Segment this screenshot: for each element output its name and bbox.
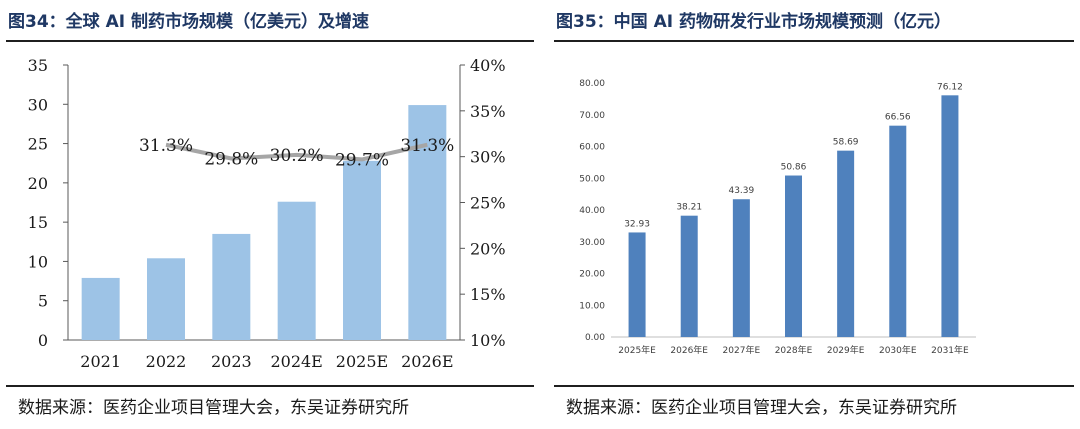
x-tick-label: 2029年E	[827, 344, 865, 356]
y-tick-label: 35	[28, 56, 48, 75]
y-tick-label: 50.00	[579, 174, 605, 184]
x-tick-label: 2023	[211, 352, 252, 371]
y2-tick-label: 30%	[470, 148, 506, 167]
y2-tick-label: 15%	[470, 285, 506, 304]
y-tick-label: 60.00	[579, 143, 605, 153]
growth-data-label: 29.8%	[204, 150, 258, 170]
y2-tick-label: 10%	[470, 331, 506, 350]
y-tick-label: 0.00	[585, 333, 605, 343]
y-tick-label: 70.00	[579, 111, 605, 121]
bar-data-label: 76.12	[937, 82, 963, 92]
bar	[343, 160, 381, 340]
bar	[408, 105, 447, 340]
bar	[277, 201, 316, 340]
y2-tick-label: 20%	[470, 239, 506, 258]
right-top-rule	[554, 40, 1074, 42]
x-tick-label: 2025E	[336, 352, 388, 371]
x-tick-label: 2027年E	[723, 344, 761, 356]
x-tick-label: 2030年E	[879, 344, 917, 356]
growth-data-label: 31.3%	[400, 136, 454, 156]
y-tick-label: 20.00	[579, 270, 605, 280]
y-tick-label: 30.00	[579, 238, 605, 248]
right-chart: 0.00 10.00 20.00 30.00 40.00 50.00 60.00 70.00 8…	[579, 79, 976, 356]
left-source-note: 数据来源：医药企业项目管理大会，东吴证券研究所	[18, 398, 409, 418]
bar-data-label: 43.39	[728, 186, 754, 196]
left-bottom-rule	[6, 385, 534, 387]
growth-line	[165, 142, 428, 162]
y2-tick-label: 40%	[470, 56, 506, 75]
right-figure-title: 图35：中国 AI 药物研发行业市场规模预测（亿元）	[556, 12, 951, 32]
y2-tick-label: 35%	[470, 102, 506, 121]
bar	[837, 150, 855, 337]
x-tick-label: 2026年E	[670, 344, 708, 356]
right-source-note: 数据来源：医药企业项目管理大会，东吴证券研究所	[566, 398, 957, 418]
x-tick-label: 2031年E	[931, 344, 969, 356]
growth-data-label: 29.7%	[335, 150, 389, 170]
x-tick-label: 2026E	[401, 352, 453, 371]
right-figure-panel: 图35：中国 AI 药物研发行业市场规模预测（亿元） 0.00 10.00 20.0…	[548, 0, 1080, 429]
y-tick-label: 20	[28, 174, 48, 193]
x-tick-label: 2022	[146, 352, 187, 371]
growth-data-label: 31.3%	[139, 136, 193, 156]
left-figure-title: 图34：全球 AI 制药市场规模（亿美元）及增速	[8, 12, 369, 32]
bar	[785, 175, 802, 337]
bar	[628, 232, 646, 337]
bar	[732, 199, 750, 337]
growth-data-label: 30.2%	[270, 146, 324, 166]
right-bottom-rule	[554, 385, 1074, 387]
bar	[680, 215, 698, 337]
x-tick-label: 2024E	[270, 352, 322, 371]
x-tick-label: 2025年E	[618, 344, 656, 356]
bar	[147, 258, 185, 340]
bar-data-label: 50.86	[781, 163, 807, 173]
x-tick-label: 2028年E	[775, 344, 813, 356]
y-tick-label: 15	[28, 213, 48, 232]
y-tick-label: 0	[38, 331, 48, 350]
left-top-rule	[6, 40, 534, 42]
y-tick-label: 5	[38, 292, 48, 311]
y-tick-label: 40.00	[579, 206, 605, 216]
y-tick-label: 30	[28, 95, 48, 114]
bar	[212, 233, 251, 340]
y-tick-label: 10	[28, 252, 48, 271]
left-chart: 0 5 10 15 20 25 30 35 10% 15% 20% 25% 30% 35% 40% 2021 2…	[28, 56, 506, 371]
x-tick-label: 2021	[80, 352, 121, 371]
bar	[81, 277, 120, 340]
bar-data-label: 32.93	[624, 219, 650, 229]
left-figure-panel: 图34：全球 AI 制药市场规模（亿美元）及增速 0 5 10 15 20 25 30 35 1…	[6, 12, 534, 418]
bar-data-label: 66.56	[885, 113, 911, 123]
bar	[889, 125, 907, 337]
y-tick-label: 80.00	[579, 79, 605, 89]
y-tick-label: 10.00	[579, 301, 605, 311]
bar-data-label: 38.21	[676, 203, 702, 213]
y-tick-label: 25	[28, 135, 48, 154]
bar-data-label: 58.69	[833, 138, 859, 148]
y2-tick-label: 25%	[470, 194, 506, 213]
bar	[941, 95, 959, 337]
